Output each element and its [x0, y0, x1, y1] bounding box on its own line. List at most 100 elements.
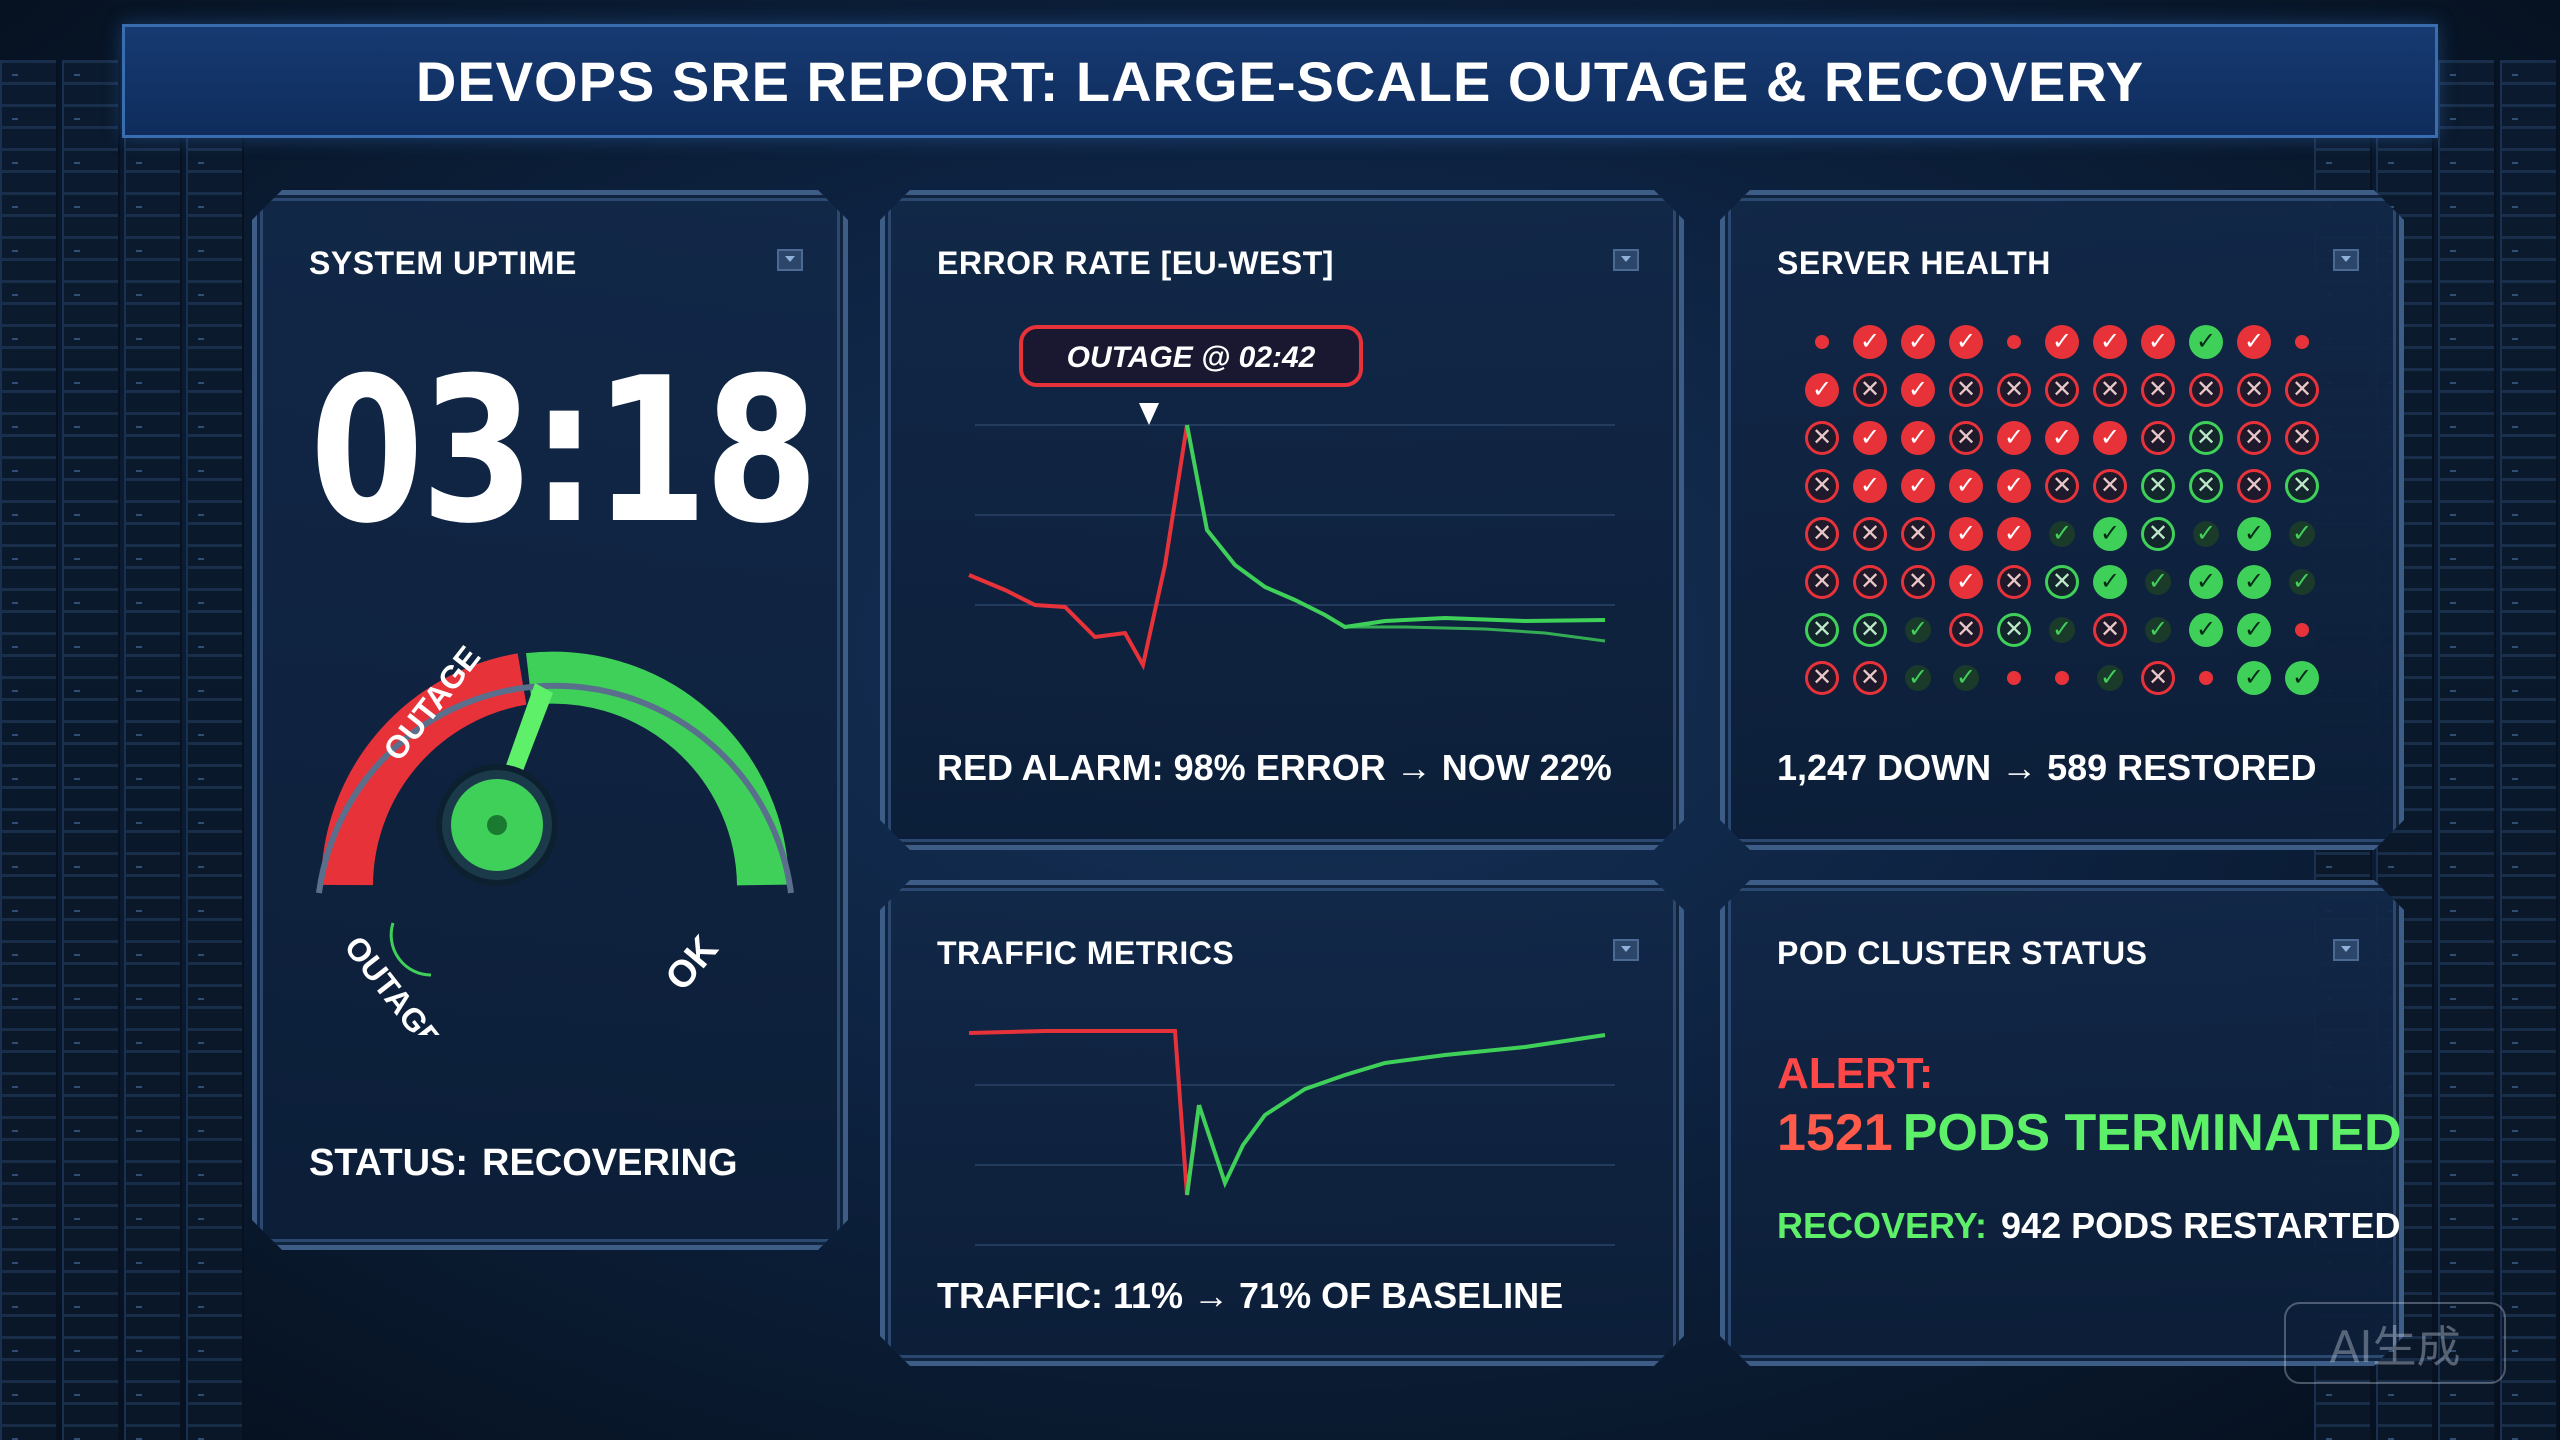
server-failed-icon: ✕ — [2141, 661, 2175, 695]
pods-terminated: 1521 PODS TERMINATED — [1777, 1103, 2402, 1163]
server-pending-icon: ✓ — [2049, 617, 2075, 643]
server-down-icon: ✓ — [1901, 325, 1935, 359]
server-failed-icon: ✕ — [2141, 373, 2175, 407]
report-header: DEVOPS SRE REPORT: LARGE-SCALE OUTAGE & … — [122, 24, 2438, 138]
status-value: RECOVERING — [482, 1142, 738, 1184]
server-recovering-icon: ✕ — [2141, 517, 2175, 551]
server-down-icon: ✓ — [1853, 325, 1887, 359]
server-failed-icon: ✕ — [1805, 421, 1839, 455]
error-rate-caption: RED ALARM: 98% ERROR → NOW 22% — [937, 747, 1612, 788]
panel-title: TRAFFIC METRICS — [937, 935, 1235, 971]
server-down-icon: ✓ — [2141, 325, 2175, 359]
server-failed-icon: ✕ — [2093, 469, 2127, 503]
server-down-icon: ✓ — [1853, 421, 1887, 455]
server-offline-icon — [2007, 671, 2021, 685]
server-recovering-icon: ✕ — [1853, 613, 1887, 647]
server-down-icon: ✓ — [1997, 469, 2031, 503]
server-pending-icon: ✓ — [1953, 665, 1979, 691]
server-pending-icon: ✓ — [2145, 617, 2171, 643]
error-rate-panel: ERROR RATE [EU-WEST] OUTAGE @ 02:42 RED … — [880, 190, 1684, 850]
error-series-red — [969, 425, 1187, 665]
panel-menu-icon[interactable] — [1613, 249, 1639, 271]
server-failed-icon: ✕ — [2045, 469, 2079, 503]
pods-terminated-text: PODS TERMINATED — [1902, 1104, 2402, 1162]
server-rack-left — [0, 60, 260, 1440]
server-failed-icon: ✕ — [1853, 517, 1887, 551]
traffic-chart — [925, 995, 1645, 1295]
traffic-metrics-panel: TRAFFIC METRICS TRAFFIC: 11% → 71% OF BA… — [880, 880, 1684, 1366]
server-failed-icon: ✕ — [2285, 373, 2319, 407]
server-down-icon: ✓ — [2045, 421, 2079, 455]
server-failed-icon: ✕ — [1805, 469, 1839, 503]
server-health-panel: SERVER HEALTH ✓ ✓ ✓ ✓ ✓ ✓ ✓ ✓ ✓ ✕ ✓ ✕ ✕ ✕ ✕ ✕ ✕ ✕ ✕ ✕ ✓ ✓ ✕ ✓ ✓ ✓… — [1720, 190, 2404, 850]
server-failed-icon: ✕ — [2237, 469, 2271, 503]
status-label: STATUS: — [309, 1142, 469, 1184]
server-up-icon: ✓ — [2189, 565, 2223, 599]
pods-terminated-count: 1521 — [1777, 1104, 1893, 1162]
server-up-icon: ✓ — [2189, 325, 2223, 359]
server-recovering-icon: ✕ — [2045, 565, 2079, 599]
uptime-clock: 03:18 — [309, 335, 816, 568]
server-down-icon: ✓ — [1997, 421, 2031, 455]
pod-cluster-panel: POD CLUSTER STATUS ALERT: 1521 PODS TERMI… — [1720, 880, 2404, 1366]
server-down-icon: ✓ — [1901, 421, 1935, 455]
system-uptime-panel: SYSTEM UPTIME 03:18 OUTAGE OUTAGE OK STA… — [252, 190, 848, 1250]
server-down-icon: ✓ — [1805, 373, 1839, 407]
panel-menu-icon[interactable] — [777, 249, 803, 271]
server-pending-icon: ✓ — [2193, 521, 2219, 547]
server-failed-icon: ✕ — [1949, 421, 1983, 455]
server-down-icon: ✓ — [2045, 325, 2079, 359]
error-series-green — [1187, 425, 1605, 627]
server-failed-icon: ✕ — [2045, 373, 2079, 407]
server-failed-icon: ✕ — [1853, 565, 1887, 599]
server-failed-icon: ✕ — [2093, 613, 2127, 647]
server-down-icon: ✓ — [1853, 469, 1887, 503]
panel-menu-icon[interactable] — [1613, 939, 1639, 961]
panel-menu-icon[interactable] — [2333, 939, 2359, 961]
panel-title: ERROR RATE [EU-WEST] — [937, 245, 1334, 281]
panel-menu-icon[interactable] — [2333, 249, 2359, 271]
uptime-gauge: OUTAGE OUTAGE OK — [307, 575, 807, 1035]
server-down-icon: ✓ — [1949, 565, 1983, 599]
server-failed-icon: ✕ — [2141, 421, 2175, 455]
traffic-caption: TRAFFIC: 11% → 71% OF BASELINE — [937, 1275, 1564, 1316]
server-down-icon: ✓ — [1997, 517, 2031, 551]
server-failed-icon: ✕ — [1997, 565, 2031, 599]
server-down-icon: ✓ — [1949, 517, 1983, 551]
server-failed-icon: ✕ — [1805, 517, 1839, 551]
gauge-outage-arc — [347, 679, 522, 885]
server-pending-icon: ✓ — [2289, 569, 2315, 595]
server-offline-icon — [2199, 671, 2213, 685]
server-failed-icon: ✕ — [1901, 517, 1935, 551]
server-failed-icon: ✕ — [1901, 565, 1935, 599]
server-up-icon: ✓ — [2237, 565, 2271, 599]
server-failed-icon: ✕ — [2237, 373, 2271, 407]
server-pending-icon: ✓ — [2097, 665, 2123, 691]
server-down-icon: ✓ — [1901, 373, 1935, 407]
server-down-icon: ✓ — [1949, 325, 1983, 359]
server-pending-icon: ✓ — [1905, 617, 1931, 643]
gauge-label-right: OK — [658, 928, 727, 999]
pods-recovery: RECOVERY: 942 PODS RESTARTED — [1777, 1205, 2400, 1247]
server-recovering-icon: ✕ — [2189, 469, 2223, 503]
panel-title: SERVER HEALTH — [1777, 245, 2051, 281]
server-down-icon: ✓ — [1949, 469, 1983, 503]
server-failed-icon: ✕ — [1805, 661, 1839, 695]
uptime-status: STATUS: RECOVERING — [309, 1142, 738, 1185]
error-rate-chart: OUTAGE @ 02:42 — [925, 315, 1645, 755]
server-offline-icon — [2007, 335, 2021, 349]
server-failed-icon: ✕ — [1949, 373, 1983, 407]
server-failed-icon: ✕ — [2237, 421, 2271, 455]
server-down-icon: ✓ — [2237, 325, 2271, 359]
panel-title: POD CLUSTER STATUS — [1777, 935, 2148, 971]
panel-title: SYSTEM UPTIME — [309, 245, 577, 281]
outage-callout-text: OUTAGE @ 02:42 — [1067, 341, 1316, 374]
server-failed-icon: ✕ — [2285, 421, 2319, 455]
server-up-icon: ✓ — [2093, 517, 2127, 551]
server-pending-icon: ✓ — [2049, 521, 2075, 547]
server-failed-icon: ✕ — [1805, 565, 1839, 599]
server-failed-icon: ✕ — [2093, 373, 2127, 407]
ai-generated-watermark: AI生成 — [2284, 1302, 2506, 1384]
server-failed-icon: ✕ — [1997, 373, 2031, 407]
server-recovering-icon: ✕ — [1997, 613, 2031, 647]
